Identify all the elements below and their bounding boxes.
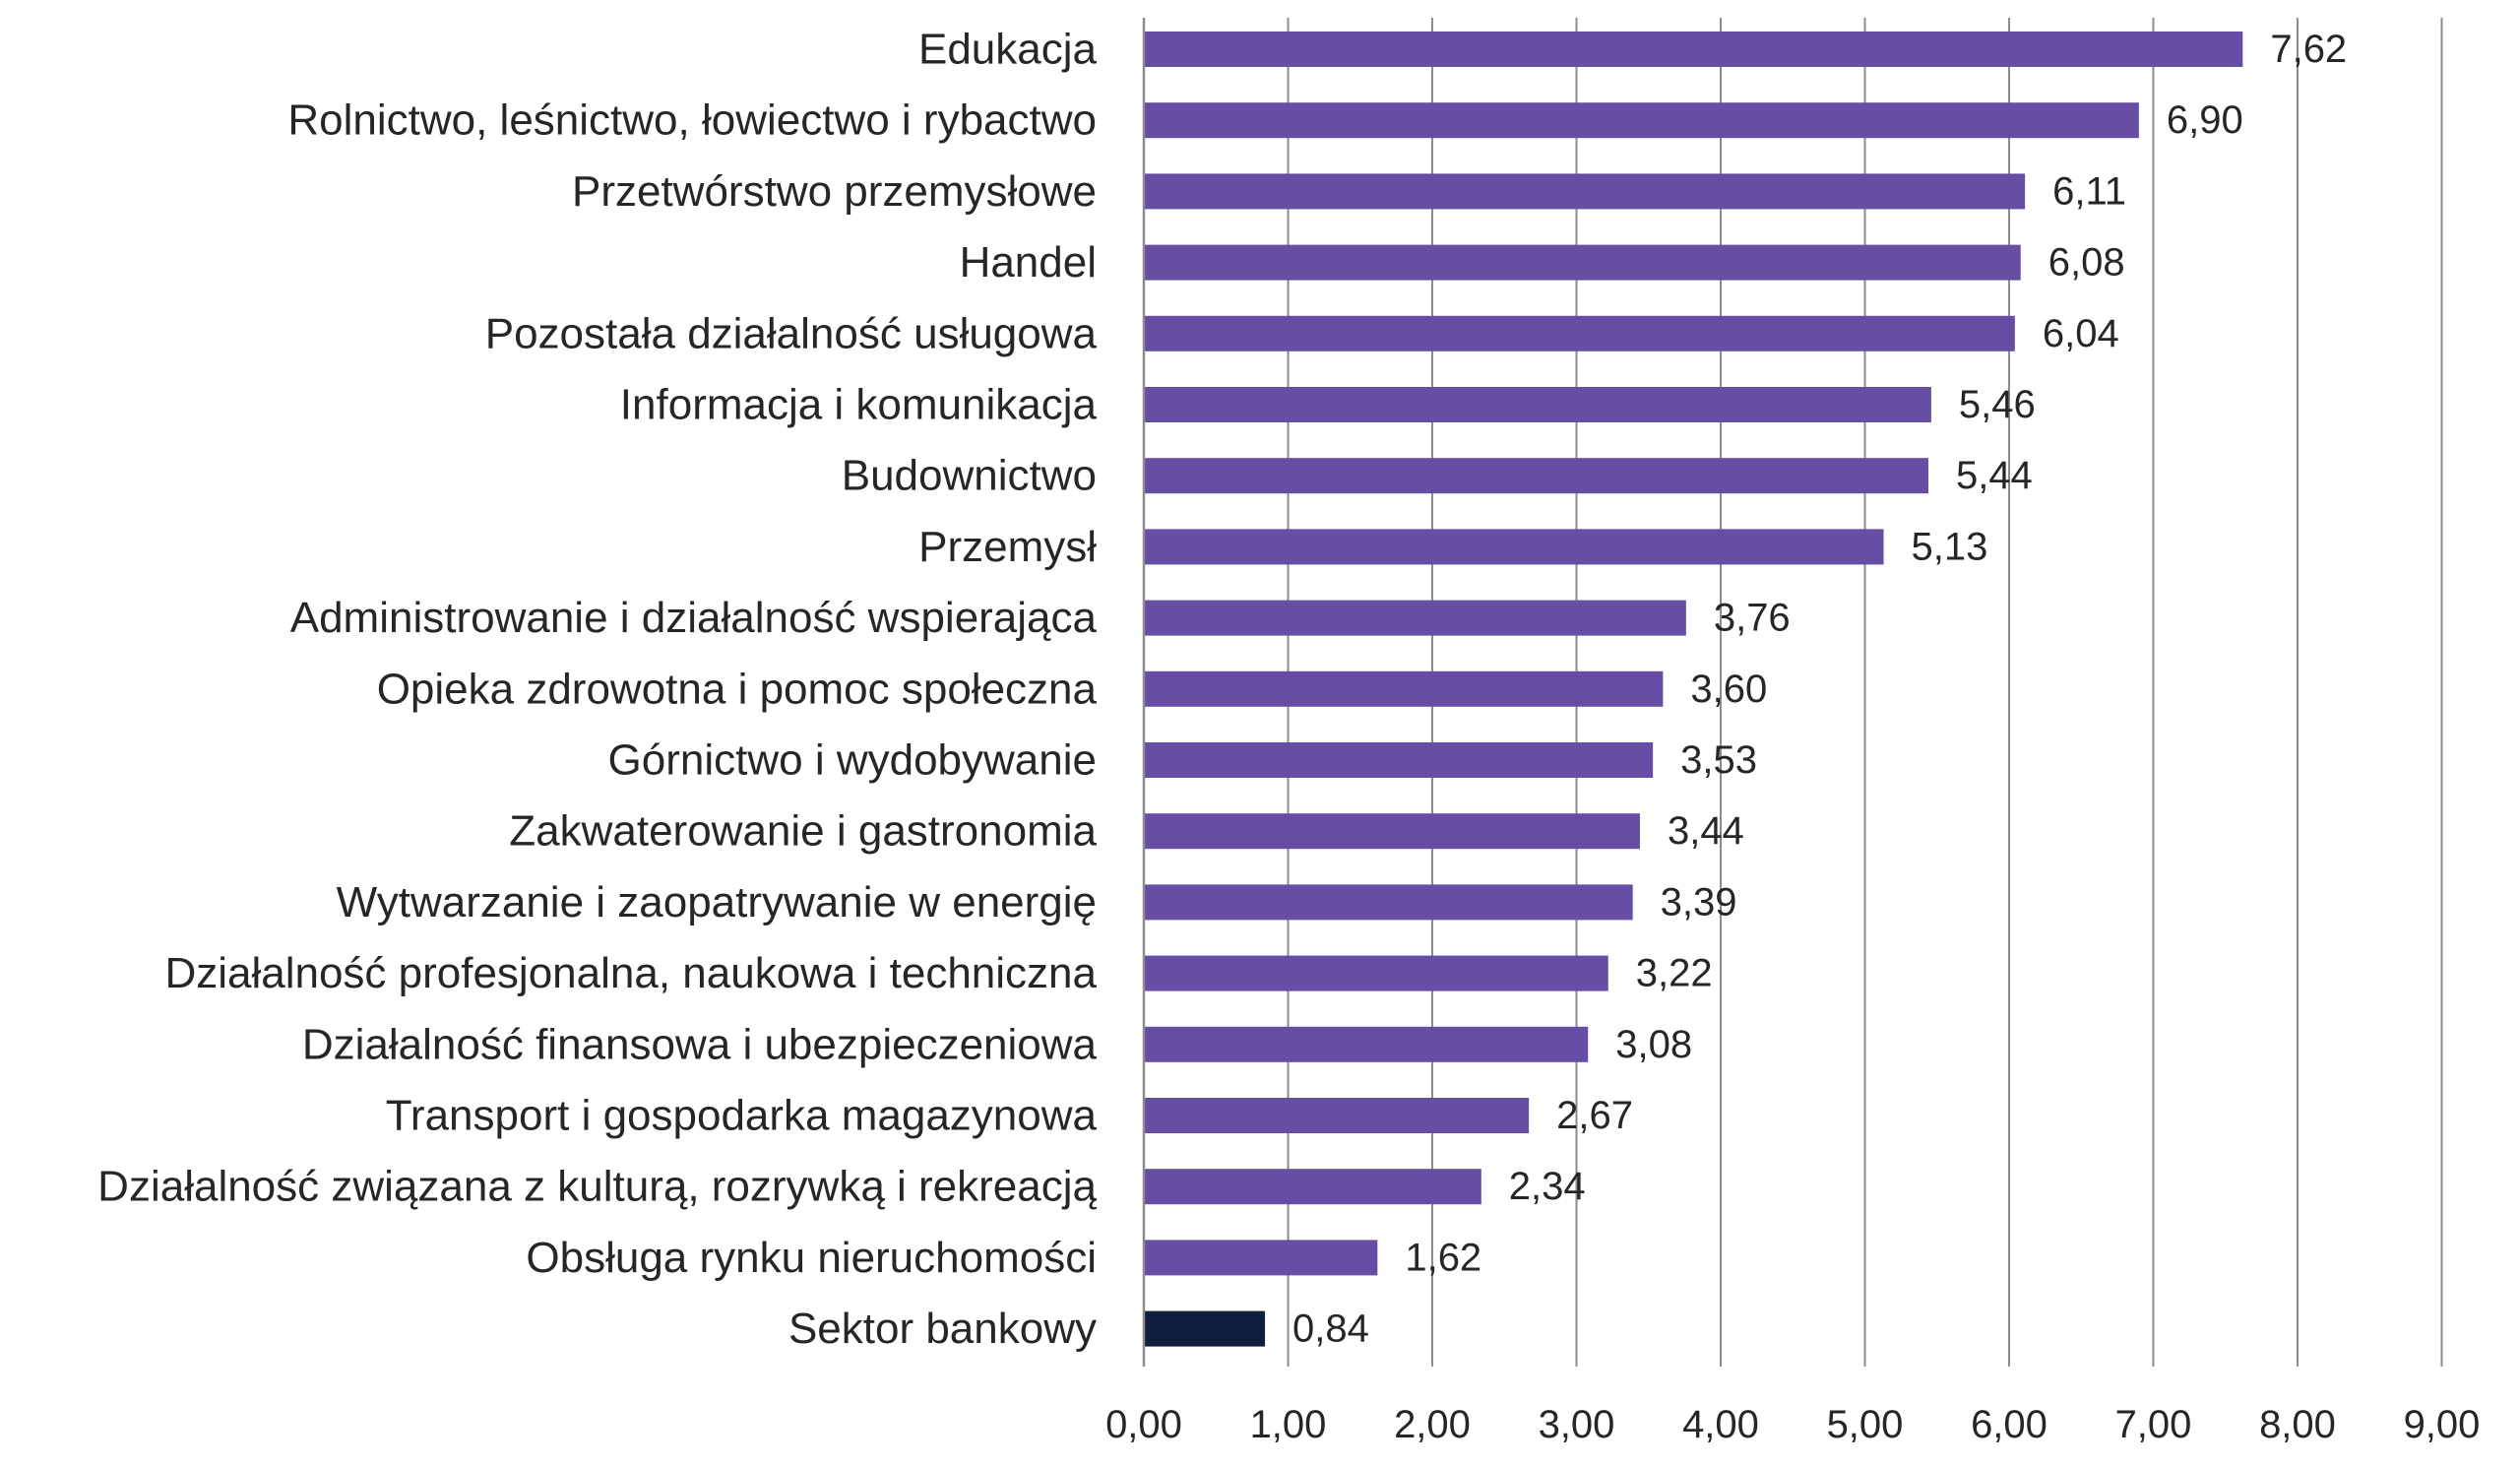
bar-11 (1144, 813, 1640, 850)
bar-13 (1144, 955, 1608, 991)
value-label-14: 3,08 (1615, 1023, 1692, 1066)
x-tick-label-9: 9,00 (2404, 1403, 2481, 1446)
value-label-1: 6,90 (2167, 98, 2243, 142)
value-label-3: 6,08 (2048, 241, 2125, 285)
bar-6 (1144, 458, 1928, 494)
category-label-16: Działalność związana z kulturą, rozrywką… (97, 1163, 1097, 1211)
bar-5 (1144, 387, 1931, 422)
value-label-11: 3,44 (1668, 809, 1744, 853)
category-label-6: Budownictwo (842, 452, 1097, 500)
category-label-15: Transport i gospodarka magazynowa (386, 1092, 1098, 1140)
value-label-16: 2,34 (1509, 1165, 1586, 1208)
category-label-10: Górnictwo i wydobywanie (608, 736, 1097, 785)
x-tick-label-5: 5,00 (1827, 1403, 1904, 1446)
bar-15 (1144, 1098, 1530, 1133)
bar-16 (1144, 1169, 1481, 1205)
value-label-2: 6,11 (2052, 169, 2126, 213)
x-tick-label-0: 0,00 (1105, 1403, 1182, 1446)
bar-8 (1144, 600, 1686, 636)
category-label-7: Przemysł (918, 523, 1097, 571)
value-label-4: 6,04 (2043, 312, 2119, 355)
value-label-18: 0,84 (1292, 1308, 1369, 1351)
bar-10 (1144, 742, 1654, 778)
category-label-8: Administrowanie i działalność wspierając… (290, 594, 1098, 642)
category-labels: Edukacja Rolnictwo, leśnictwo, łowiectwo … (97, 26, 1097, 1354)
bar-0 (1144, 32, 2243, 67)
x-tick-label-4: 4,00 (1682, 1403, 1759, 1446)
bar-2 (1144, 173, 2026, 210)
x-tick-label-3: 3,00 (1539, 1403, 1615, 1446)
category-label-9: Opieka zdrowotna i pomoc społeczna (377, 665, 1098, 713)
category-label-14: Działalność finansowa i ubezpieczeniowa (302, 1020, 1098, 1068)
value-label-8: 3,76 (1714, 597, 1791, 640)
value-label-6: 5,44 (1956, 454, 2033, 497)
value-label-15: 2,67 (1556, 1094, 1633, 1137)
bar-12 (1144, 884, 1633, 921)
bar-4 (1144, 315, 2015, 351)
bar-9 (1144, 670, 1664, 707)
value-label-9: 3,60 (1690, 668, 1767, 711)
bar-3 (1144, 244, 2021, 281)
x-tick-label-2: 2,00 (1394, 1403, 1471, 1446)
value-label-10: 3,53 (1680, 738, 1757, 782)
value-label-12: 3,39 (1661, 880, 1737, 924)
value-label-0: 7,62 (2270, 28, 2347, 71)
x-tick-label-7: 7,00 (2115, 1403, 2192, 1446)
x-tick-label-1: 1,00 (1250, 1403, 1327, 1446)
value-label-5: 5,46 (1959, 383, 2036, 426)
value-label-7: 5,13 (1912, 525, 1988, 568)
x-tick-labels: 0,00 1,00 2,00 3,00 4,00 5,00 6,00 7,00 8,00 9,00 (1105, 1403, 2480, 1446)
category-label-2: Przetwórstwo przemysłowe (572, 167, 1097, 216)
category-label-0: Edukacja (918, 26, 1098, 74)
category-label-13: Działalność profesjonalna, naukowa i tec… (164, 949, 1097, 997)
bars (1144, 32, 2243, 1347)
bar-17 (1144, 1240, 1378, 1276)
category-label-11: Zakwaterowanie i gastronomia (509, 807, 1097, 856)
x-tick-label-8: 8,00 (2259, 1403, 2336, 1446)
x-tick-label-6: 6,00 (1971, 1403, 2048, 1446)
bar-1 (1144, 102, 2139, 139)
category-label-3: Handel (960, 238, 1097, 287)
category-label-4: Pozostała działalność usługowa (485, 309, 1098, 357)
category-label-1: Rolnictwo, leśnictwo, łowiectwo i rybact… (287, 96, 1097, 145)
value-label-13: 3,22 (1636, 952, 1713, 995)
category-label-17: Obsługa rynku nieruchomości (526, 1234, 1097, 1282)
value-label-17: 1,62 (1405, 1236, 1481, 1279)
category-label-12: Wytwarzanie i zaopatrywanie w energię (337, 878, 1097, 926)
bar-7 (1144, 529, 1884, 565)
bar-14 (1144, 1026, 1589, 1062)
bar-18 (1144, 1310, 1266, 1347)
value-labels: 7,62 6,90 6,11 6,08 6,045,46 5,44 5,13 3,76 3,60… (1292, 28, 2347, 1351)
category-label-5: Informacja i komunikacja (620, 381, 1098, 429)
gridlines (1287, 18, 2443, 1367)
category-label-18: Sektor bankowy (788, 1305, 1097, 1353)
